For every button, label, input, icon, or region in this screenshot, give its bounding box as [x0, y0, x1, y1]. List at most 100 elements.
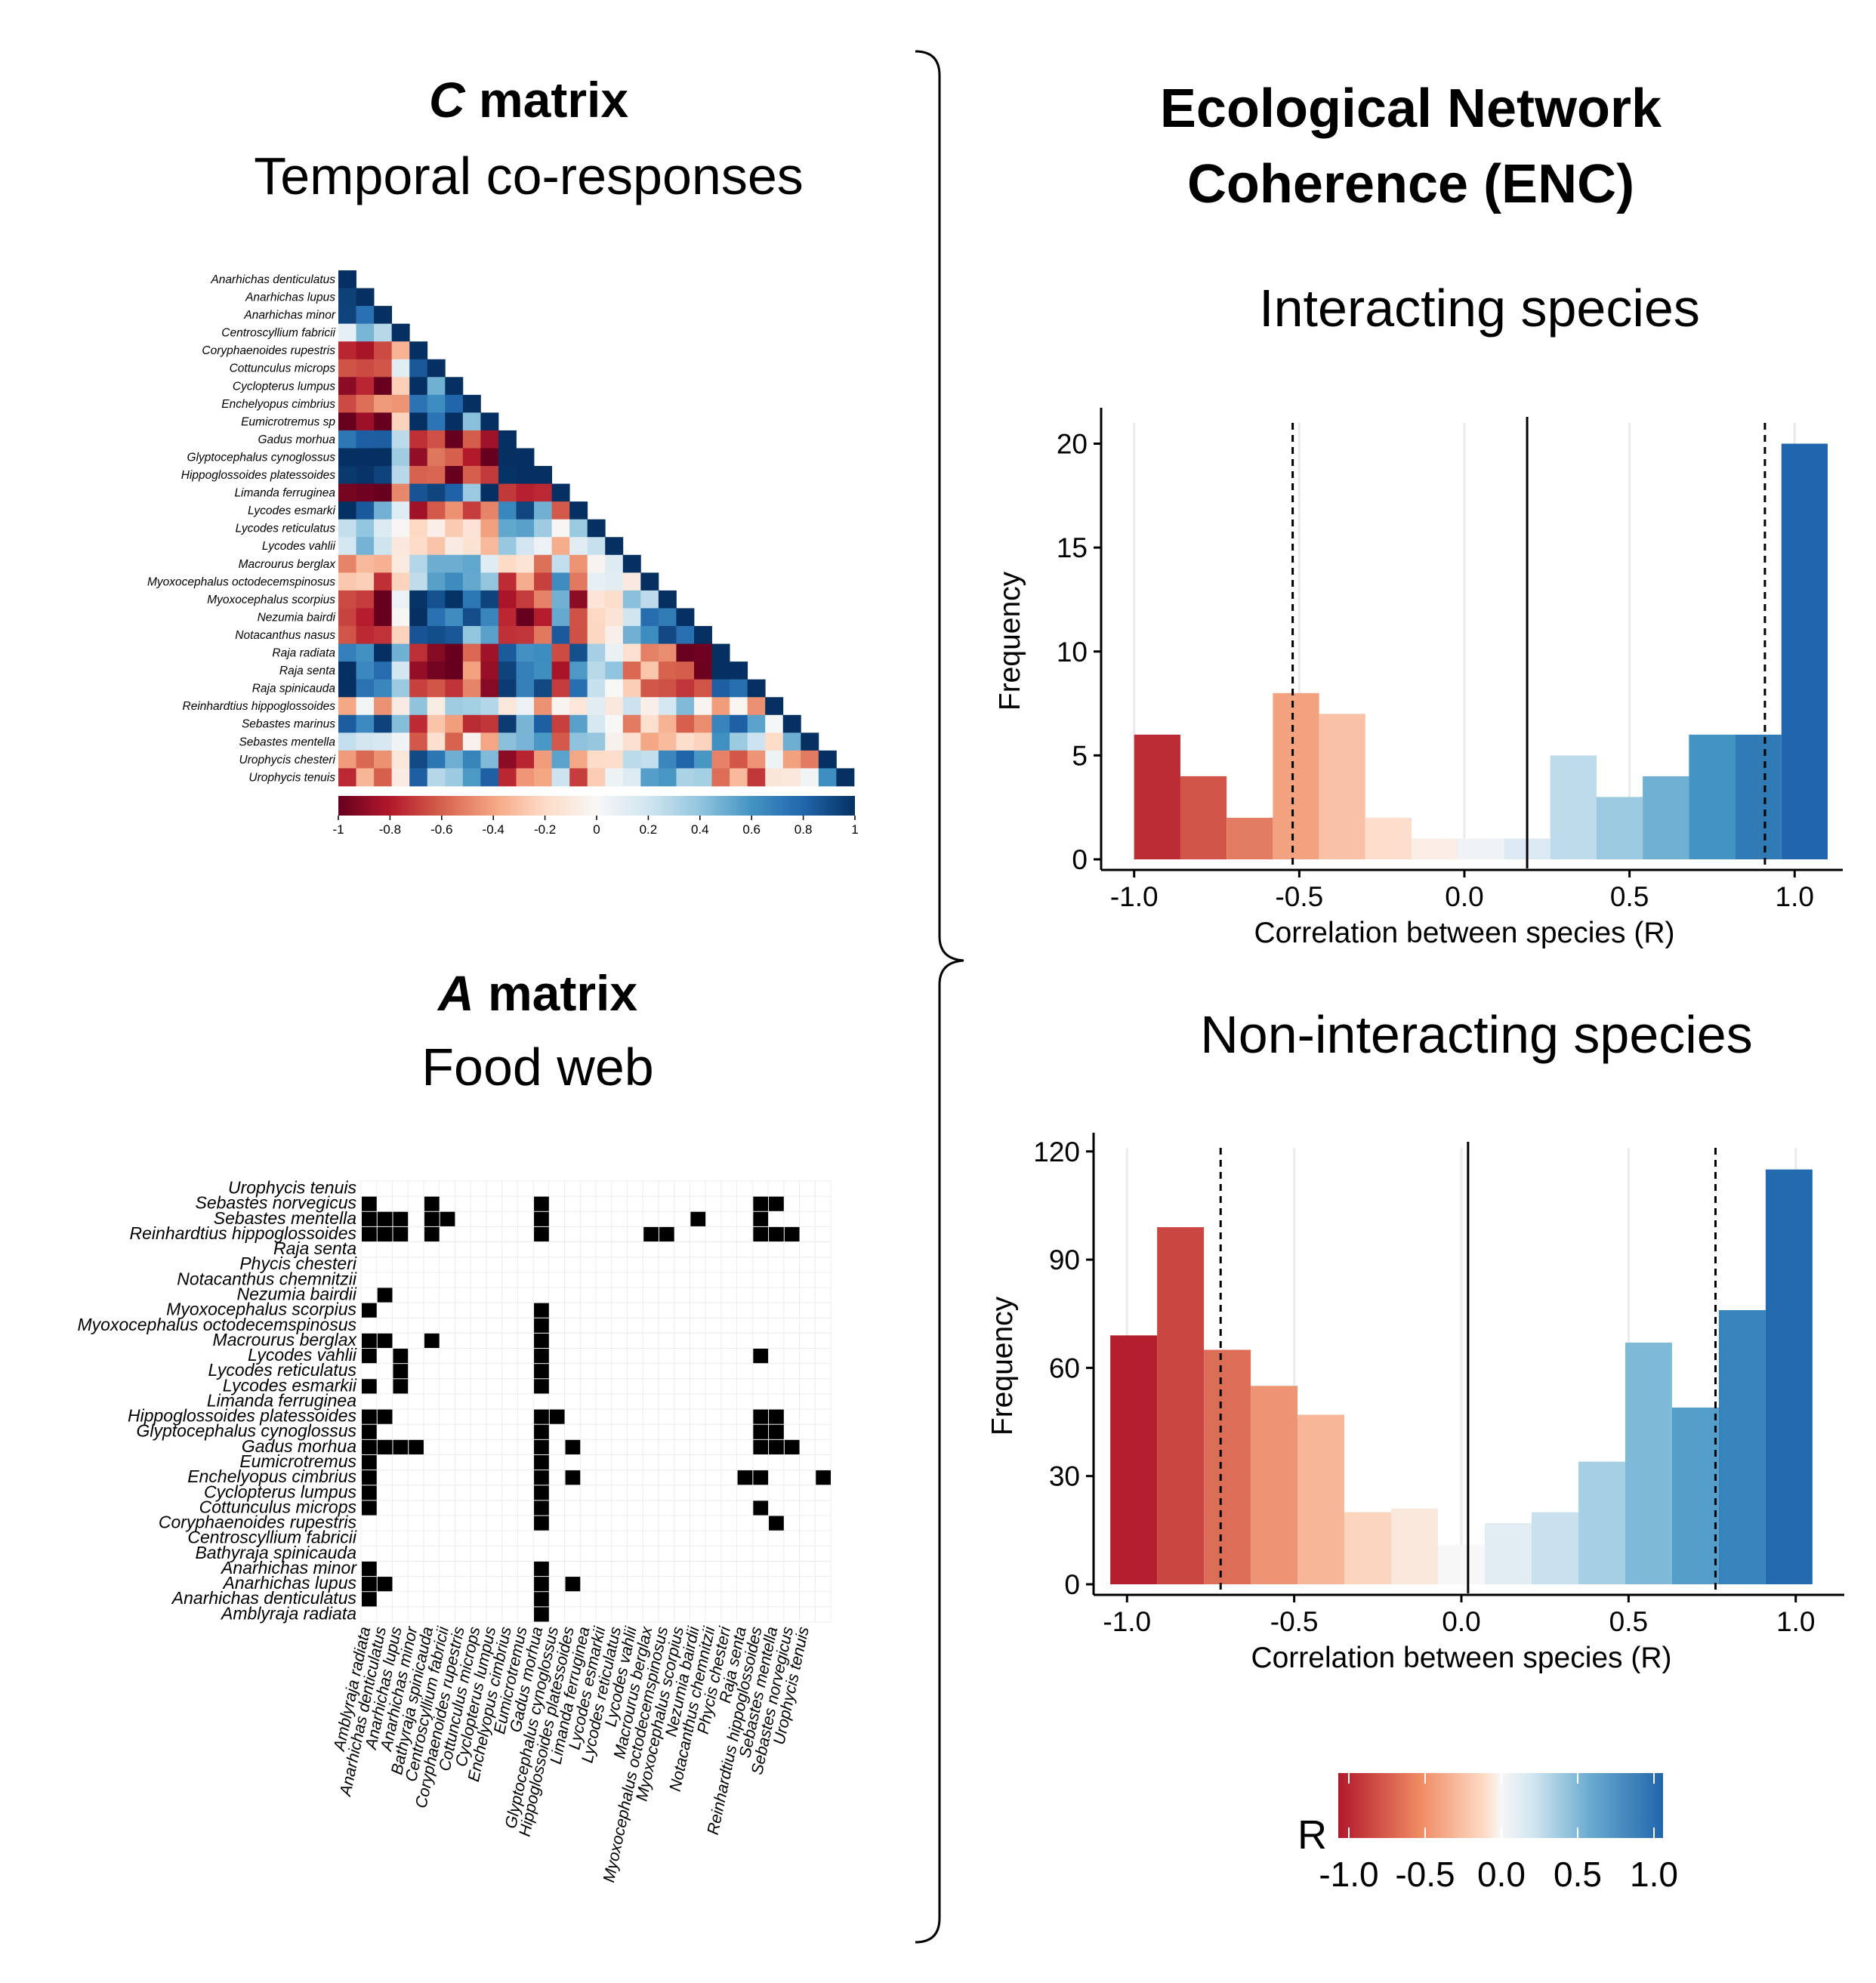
c-matrix-cell — [516, 537, 535, 556]
c-matrix-cell — [356, 359, 375, 378]
c-matrix-cell — [498, 519, 517, 538]
c-matrix-cell — [356, 306, 375, 325]
c-matrix-cell — [356, 643, 375, 662]
a-matrix-link — [362, 1196, 377, 1211]
c-matrix-cell — [765, 714, 784, 733]
c-matrix-cell — [480, 679, 499, 698]
c-matrix-cell — [409, 394, 428, 413]
c-matrix-cell — [462, 697, 481, 716]
a-matrix-link — [362, 1333, 377, 1349]
c-row-label: Gadus morhua — [258, 433, 335, 446]
c-matrix-cell — [551, 519, 570, 538]
a-matrix-link — [534, 1439, 549, 1454]
a-matrix-link — [753, 1470, 769, 1485]
c-matrix-cell — [338, 519, 356, 538]
c-matrix-cell — [445, 412, 464, 431]
enc-title-line1: Ecological Network — [1160, 79, 1662, 139]
hist-bar — [1484, 1522, 1532, 1584]
c-matrix-cell — [409, 697, 428, 716]
c-matrix-cell — [374, 572, 393, 591]
c-matrix-cell — [765, 750, 784, 769]
c-matrix-cell — [374, 519, 393, 538]
c-matrix-cell — [356, 750, 375, 769]
c-matrix-cell — [356, 288, 375, 307]
c-matrix-cell — [730, 714, 748, 733]
c-matrix-cell — [569, 732, 588, 751]
a-matrix-link — [769, 1226, 784, 1242]
hist-bar — [1180, 776, 1227, 859]
a-matrix-link — [565, 1439, 581, 1454]
a-row-label: Nezumia bairdii — [236, 1284, 356, 1303]
c-matrix-cell — [676, 732, 695, 751]
c-matrix-cell — [818, 750, 837, 769]
c-matrix-cell — [480, 643, 499, 662]
c-matrix-cell — [356, 519, 375, 538]
c-row-label: Eumicrotremus sp — [241, 415, 335, 428]
c-matrix-cell — [498, 608, 517, 627]
c-matrix-cell — [569, 750, 588, 769]
c-matrix-cell — [409, 519, 428, 538]
c-matrix-cell — [409, 732, 428, 751]
enc-panel: Ecological Network Coherence (ENC) — [1160, 79, 1662, 214]
c-matrix-cell — [534, 483, 552, 502]
c-matrix-cell — [445, 714, 464, 733]
c-matrix-cell — [676, 697, 695, 716]
r-legend-label: R — [1297, 1812, 1327, 1858]
c-matrix-cell — [409, 643, 428, 662]
c-matrix-cell — [587, 537, 606, 556]
c-matrix-cell — [569, 662, 588, 680]
a-matrix-link — [534, 1196, 549, 1211]
c-matrix-cell — [534, 519, 552, 538]
c-matrix-cell — [605, 679, 624, 698]
c-matrix-cell — [551, 626, 570, 644]
c-matrix-cell — [445, 679, 464, 698]
c-matrix-cell — [427, 643, 446, 662]
c-matrix-cell — [427, 679, 446, 698]
c-matrix-cell — [374, 750, 393, 769]
a-matrix-link — [393, 1226, 409, 1242]
a-row-label: Enchelyopus cimbrius — [187, 1466, 356, 1486]
hist-y-tick-label: 0 — [1064, 1569, 1080, 1600]
c-matrix-cell — [338, 430, 356, 449]
a-matrix-link — [377, 1439, 393, 1454]
c-matrix-cell — [409, 537, 428, 556]
a-matrix-link — [362, 1577, 377, 1592]
c-matrix-cell — [391, 537, 410, 556]
c-matrix-cell — [427, 501, 446, 520]
c-matrix-cell — [622, 714, 641, 733]
a-matrix-link — [643, 1226, 659, 1242]
c-matrix-cell — [711, 697, 730, 716]
a-matrix-link — [393, 1364, 409, 1379]
c-matrix-cell — [445, 572, 464, 591]
c-matrix-cell — [569, 697, 588, 716]
c-matrix-cell — [658, 662, 677, 680]
r-legend-tick-label: -0.5 — [1395, 1855, 1455, 1894]
c-matrix-cell — [445, 554, 464, 573]
c-row-label: Urophycis tenuis — [248, 771, 335, 784]
c-matrix-cell — [534, 590, 552, 609]
c-row-label: Centroscyllium fabricii — [221, 327, 335, 340]
c-matrix-cell — [409, 750, 428, 769]
c-matrix-cell — [658, 714, 677, 733]
c-row-label: Limanda ferruginea — [234, 487, 335, 500]
c-matrix-cell — [391, 466, 410, 484]
a-row-label: Glyptocephalus cynoglossus — [137, 1421, 357, 1441]
c-matrix-cell — [587, 590, 606, 609]
hist-bar — [1458, 838, 1504, 859]
a-matrix-link — [409, 1439, 424, 1454]
a-row-label: Centroscyllium fabricii — [187, 1528, 357, 1547]
hist-y-tick-label: 10 — [1057, 637, 1088, 668]
hist-bar — [1689, 734, 1736, 859]
hist-y-tick-label: 15 — [1057, 532, 1088, 563]
c-matrix-cell — [356, 341, 375, 360]
c-matrix-cell — [427, 394, 446, 413]
hist-y-label: Frequency — [986, 1296, 1019, 1436]
hist-bar — [1204, 1349, 1251, 1584]
c-matrix-cell — [462, 483, 481, 502]
c-row-label: Anarhichas lupus — [245, 291, 335, 304]
c-matrix-cell — [640, 590, 659, 609]
c-row-label: Anarhichas minor — [243, 309, 335, 322]
c-matrix-cell — [569, 537, 588, 556]
c-matrix-cell — [551, 590, 570, 609]
